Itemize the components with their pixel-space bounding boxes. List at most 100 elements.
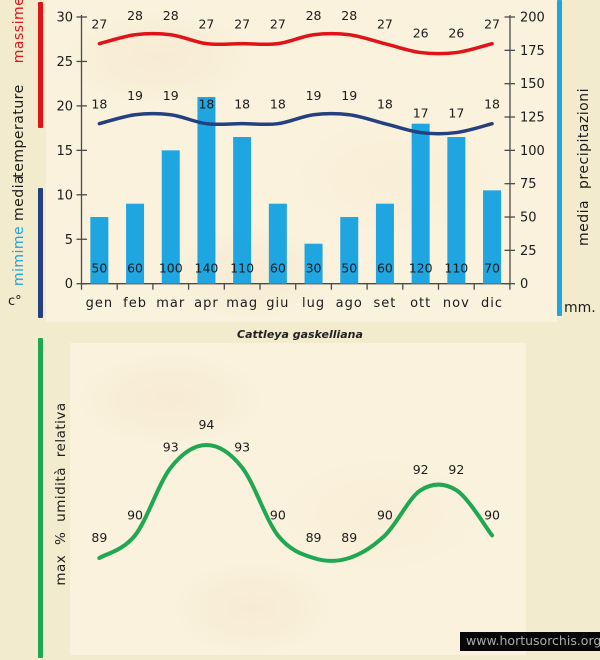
- month-label: gen: [86, 296, 114, 311]
- precip-bar: [304, 243, 323, 284]
- axes: [76, 15, 515, 290]
- precip-bar: [483, 190, 502, 284]
- value-label: 17: [448, 106, 464, 121]
- precip-bar: [375, 203, 394, 284]
- right-axis-tick-label: 100: [520, 144, 545, 159]
- value-label: 90: [484, 507, 500, 522]
- value-label: 18: [91, 97, 107, 112]
- humidity-line: [97, 442, 495, 563]
- humidity-legend-bar: [38, 338, 43, 658]
- right-axis-tick-label: 75: [520, 177, 537, 192]
- value-label: 17: [413, 106, 429, 121]
- value-label: 28: [163, 8, 179, 23]
- bar-value-label: 140: [195, 261, 219, 276]
- left-axis-tick-label: 10: [56, 188, 73, 203]
- data-labels: 27 28 28 27 27 27 28 28 27 26 26 27 18 19 19 18 18 18 19 19…: [86, 8, 502, 311]
- value-label: 27: [198, 17, 214, 32]
- humidity-chart: 89 90 93 94 93 90 89 89 90 92 92 90: [91, 417, 500, 563]
- temperature-precipitation-chart: 0 5 10 15 20 25 30 0 25 50 75 100 125 150 175 200 27 28 28…: [56, 8, 545, 311]
- celsius-unit-label: c°: [8, 294, 22, 309]
- value-label: 28: [306, 8, 322, 23]
- month-label: feb: [123, 296, 147, 311]
- right-axis-tick-label: 200: [520, 11, 545, 26]
- humidity-labels: 89 90 93 94 93 90 89 89 90 92 92 90: [91, 417, 500, 545]
- value-label: 27: [270, 17, 286, 32]
- value-label: 94: [198, 417, 214, 432]
- value-label: 89: [91, 530, 107, 545]
- precip-bar: [268, 203, 287, 284]
- precip-bar: [340, 217, 359, 284]
- left-axis-tick-label: 5: [65, 233, 73, 248]
- month-label: mag: [226, 296, 258, 311]
- value-label: 19: [127, 88, 143, 103]
- bar-value-label: 120: [409, 261, 433, 276]
- bar-value-label: 50: [341, 261, 357, 276]
- value-label: 19: [306, 88, 322, 103]
- right-axis-tick-label: 175: [520, 44, 545, 59]
- bar-value-label: 50: [91, 261, 107, 276]
- precip-bar: [447, 137, 466, 284]
- value-label: 18: [377, 97, 393, 112]
- month-label: lug: [302, 296, 325, 311]
- value-label: 93: [163, 440, 179, 455]
- species-caption: Cattleya gaskelliana: [237, 328, 363, 341]
- value-label: 27: [234, 17, 250, 32]
- month-label: mar: [156, 296, 185, 311]
- value-label: 18: [234, 97, 250, 112]
- humidity-panel: [70, 343, 526, 655]
- month-label: apr: [194, 296, 219, 311]
- precip-bar: [90, 217, 109, 284]
- value-label: 18: [270, 97, 286, 112]
- left-axis-tick-label: 25: [56, 55, 73, 70]
- precip-bar: [161, 150, 180, 284]
- max-temp-line: [97, 31, 494, 56]
- value-label: 26: [448, 26, 464, 41]
- precip-legend-bar: [557, 0, 562, 316]
- left-axis-tick-label: 15: [56, 144, 73, 159]
- value-label: 92: [413, 462, 429, 477]
- right-axis-tick-label: 150: [520, 77, 545, 92]
- bar-value-label: 110: [230, 261, 254, 276]
- mm-unit-label: mm.: [564, 300, 596, 316]
- value-label: 19: [163, 88, 179, 103]
- value-label: 27: [377, 17, 393, 32]
- value-label: 27: [484, 17, 500, 32]
- value-label: 90: [127, 507, 143, 522]
- value-label: 90: [270, 507, 286, 522]
- left-axis-tick-label: 30: [56, 11, 73, 26]
- precip-bar: [411, 123, 430, 284]
- value-label: 19: [341, 88, 357, 103]
- left-axis-tick-label: 0: [65, 277, 73, 292]
- bar-value-label: 100: [159, 261, 183, 276]
- min-temp-legend-bar: [38, 188, 43, 318]
- value-label: 28: [127, 8, 143, 23]
- bar-value-label: 60: [377, 261, 393, 276]
- value-label: 27: [91, 17, 107, 32]
- value-label: 90: [377, 507, 393, 522]
- bar-value-label: 30: [306, 261, 322, 276]
- min-temp-line: [97, 111, 494, 136]
- value-label: 92: [448, 462, 464, 477]
- right-axis-tick-label: 125: [520, 111, 545, 126]
- max-temp-legend-bar: [38, 2, 43, 128]
- right-axis-tick-label: 0: [520, 277, 528, 292]
- value-label: 89: [306, 530, 322, 545]
- right-axis-tick-label: 25: [520, 244, 537, 259]
- left-axis-tick-label: 20: [56, 99, 73, 114]
- precip-bar: [233, 137, 252, 284]
- bar-value-label: 60: [127, 261, 143, 276]
- bar-value-label: 110: [444, 261, 468, 276]
- precip-bars: [90, 97, 502, 284]
- bar-value-label: 60: [270, 261, 286, 276]
- watermark: www.hortusorchis.org: [460, 632, 600, 651]
- month-label: ott: [410, 296, 431, 311]
- value-label: 18: [198, 97, 214, 112]
- value-label: 89: [341, 530, 357, 545]
- month-label: ago: [336, 296, 363, 311]
- value-label: 18: [484, 97, 500, 112]
- precip-bar: [197, 97, 216, 284]
- bar-value-label: 70: [484, 261, 500, 276]
- value-label: 28: [341, 8, 357, 23]
- month-label: nov: [443, 296, 470, 311]
